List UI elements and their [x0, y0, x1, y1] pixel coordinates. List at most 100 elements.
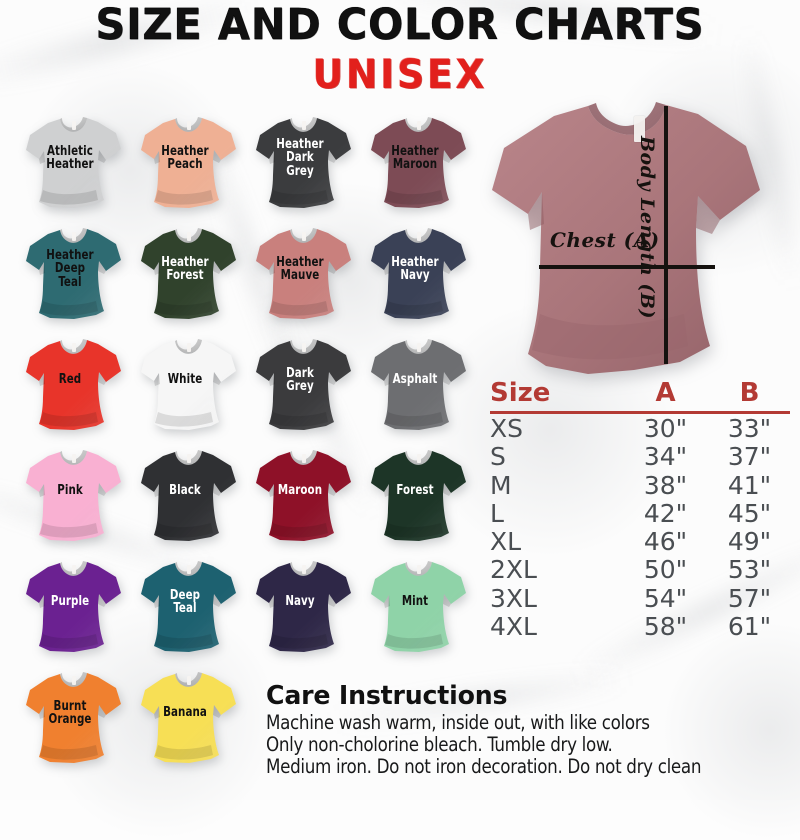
- color-swatch-asphalt[interactable]: Asphalt: [363, 326, 478, 437]
- size-cell-b: 33": [727, 414, 772, 443]
- size-cell-a: 58": [643, 611, 688, 641]
- swatch-row: Purple Deep Teal Navy: [18, 548, 478, 659]
- size-cell-size: L: [490, 498, 504, 528]
- swatch-row: Red White Dark Grey: [18, 326, 478, 437]
- tshirt-icon: [24, 223, 128, 319]
- tshirt-icon: [369, 112, 473, 208]
- swatch-row: Burnt Orange Banana: [18, 659, 478, 770]
- color-swatch-label: Burnt Orange: [48, 698, 92, 727]
- size-cell-b: 41": [727, 470, 772, 500]
- tshirt-icon: [254, 223, 358, 319]
- color-swatch-label: Asphalt: [392, 372, 438, 388]
- table-row: L 42" 45": [490, 499, 790, 527]
- page-title: SIZE AND COLOR CHARTS: [95, 0, 705, 50]
- tshirt-icon: [24, 667, 128, 763]
- tshirt-icon: [369, 556, 473, 652]
- color-swatch-purple[interactable]: Purple: [18, 548, 133, 659]
- size-cell-a: 42": [643, 498, 688, 528]
- color-swatch-maroon[interactable]: Maroon: [248, 437, 363, 548]
- color-swatch-heather-dark-grey[interactable]: Heather Dark Grey: [248, 104, 363, 215]
- color-swatch-heather-maroon[interactable]: Heather Maroon: [363, 104, 478, 215]
- color-swatch-label: Black: [169, 483, 201, 499]
- color-swatch-label: Purple: [50, 594, 90, 610]
- color-swatch-black[interactable]: Black: [133, 437, 248, 548]
- chest-measure-label: Chest (A): [550, 228, 660, 252]
- color-swatch-label: Heather Forest: [161, 254, 209, 283]
- column-header-b: B: [709, 378, 790, 414]
- color-swatch-dark-grey[interactable]: Dark Grey: [248, 326, 363, 437]
- color-swatch-pink[interactable]: Pink: [18, 437, 133, 548]
- swatch-row: Athletic Heather Heather Peach Heather D…: [18, 104, 478, 215]
- color-swatch-forest[interactable]: Forest: [363, 437, 478, 548]
- color-swatch-heather-peach[interactable]: Heather Peach: [133, 104, 248, 215]
- size-chart-table: Size A B XS 30" 33" S 34" 37" M 38" 41" L 42" 45" XL…: [490, 378, 790, 640]
- neck-tag: [634, 116, 645, 142]
- column-header-size: Size: [490, 378, 622, 414]
- care-instructions: Care Instructions Machine wash warm, ins…: [266, 681, 800, 777]
- size-cell-b: 49": [727, 527, 772, 556]
- color-swatch-label: Pink: [57, 483, 83, 499]
- size-cell-size: 4XL: [490, 611, 537, 641]
- color-swatch-burnt-orange[interactable]: Burnt Orange: [18, 659, 133, 770]
- color-swatch-white[interactable]: White: [133, 326, 248, 437]
- color-swatch-heather-forest[interactable]: Heather Forest: [133, 215, 248, 326]
- color-swatch-heather-mauve[interactable]: Heather Mauve: [248, 215, 363, 326]
- size-chart-body: XS 30" 33" S 34" 37" M 38" 41" L 42" 45" XL 46" 49" 2XL…: [490, 413, 790, 641]
- color-swatch-label: Dark Grey: [286, 365, 314, 394]
- size-cell-size: S: [490, 442, 506, 472]
- size-cell-a: 54": [643, 583, 688, 613]
- chart-header: SIZE AND COLOR CHARTS UNISEX: [0, 0, 800, 98]
- hero-shirt-graphic: [492, 102, 760, 374]
- table-row: M 38" 41": [490, 471, 790, 499]
- tshirt-icon: [369, 223, 473, 319]
- table-row: 4XL 58" 61": [490, 612, 790, 640]
- color-swatch-banana[interactable]: Banana: [133, 659, 248, 770]
- care-instructions-lines: Machine wash warm, inside out, with like…: [266, 712, 800, 777]
- care-instruction-line: Machine wash warm, inside out, with like…: [266, 711, 650, 734]
- size-cell-a: 38": [643, 470, 688, 500]
- tshirt-icon: [139, 112, 243, 208]
- body-length-measure-label: Body Length (B): [636, 136, 658, 319]
- table-row: 2XL 50" 53": [490, 555, 790, 583]
- color-swatch-navy[interactable]: Navy: [248, 548, 363, 659]
- color-swatch-athletic-heather[interactable]: Athletic Heather: [18, 104, 133, 215]
- tshirt-icon: [24, 334, 128, 430]
- color-swatch-deep-teal[interactable]: Deep Teal: [133, 548, 248, 659]
- size-cell-a: 30": [643, 414, 688, 443]
- size-cell-size: 2XL: [490, 555, 537, 585]
- size-cell-a: 34": [643, 442, 688, 472]
- table-header-row: Size A B: [490, 378, 790, 414]
- color-swatch-label: Navy: [285, 594, 315, 610]
- tshirt-icon: [139, 556, 243, 652]
- chest-measure-line: [539, 265, 715, 269]
- size-cell-size: XL: [490, 527, 522, 556]
- tshirt-icon: [139, 223, 243, 319]
- color-swatch-heather-navy[interactable]: Heather Navy: [363, 215, 478, 326]
- size-cell-size: XS: [490, 414, 523, 443]
- color-swatch-heather-deep-teal[interactable]: Heather Deep Teal: [18, 215, 133, 326]
- table-row: XL 46" 49": [490, 527, 790, 555]
- tshirt-icon: [139, 667, 243, 763]
- color-swatch-red[interactable]: Red: [18, 326, 133, 437]
- color-swatch-label: Heather Deep Teal: [46, 248, 94, 290]
- tshirt-icon: [139, 334, 243, 430]
- swatch-row: Heather Deep Teal Heather Forest Heather…: [18, 215, 478, 326]
- tshirt-icon: [369, 445, 473, 541]
- tshirt-icon: [24, 445, 128, 541]
- column-header-a: A: [622, 378, 709, 414]
- size-cell-b: 53": [727, 555, 772, 585]
- size-cell-b: 61": [727, 611, 772, 641]
- care-instruction-line: Medium iron. Do not iron decoration. Do …: [266, 754, 702, 778]
- color-swatch-label: Forest: [396, 483, 434, 499]
- size-cell-b: 45": [727, 498, 772, 528]
- size-cell-a: 50": [643, 555, 688, 585]
- size-cell-a: 46": [643, 527, 688, 556]
- tshirt-icon: [254, 556, 358, 652]
- color-swatch-label: Heather Mauve: [276, 254, 324, 283]
- color-swatch-label: Maroon: [277, 483, 323, 499]
- color-swatch-mint[interactable]: Mint: [363, 548, 478, 659]
- size-cell-size: M: [490, 470, 512, 500]
- color-swatch-label: Deep Teal: [169, 587, 201, 616]
- color-swatch-label: Heather Peach: [161, 143, 209, 172]
- tshirt-icon: [254, 445, 358, 541]
